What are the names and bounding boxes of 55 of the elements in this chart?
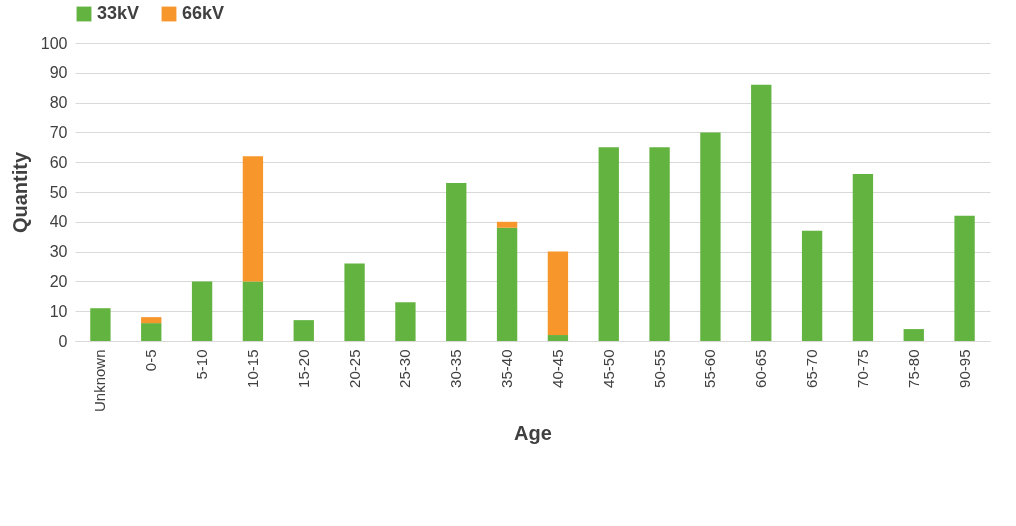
x-tick-label: Unknown (91, 349, 109, 413)
x-tick-label: 75-80 (904, 349, 922, 388)
bar (852, 174, 874, 341)
y-tick-label: 30 (49, 243, 68, 261)
bar (242, 281, 264, 341)
x-tick-label: 65-70 (803, 349, 821, 388)
x-tick-label: 45-50 (599, 349, 617, 388)
bar (141, 317, 162, 324)
bar (903, 329, 924, 341)
bar (700, 132, 721, 341)
y-tick-label: 20 (49, 272, 68, 290)
x-tick-label: 40-45 (548, 349, 566, 388)
bar (598, 147, 619, 341)
x-tick-label: 5-10 (193, 349, 211, 380)
bar (649, 147, 670, 341)
bar (496, 227, 518, 341)
x-tick-label: 90-95 (955, 349, 973, 388)
x-tick-label: 70-75 (853, 349, 871, 388)
bar (547, 335, 569, 341)
x-tick-label: 60-65 (752, 349, 770, 388)
bar (547, 251, 569, 336)
bar (90, 308, 111, 341)
bar (751, 84, 772, 341)
legend-label: 66kV (182, 3, 225, 23)
x-tick-label: 35-40 (498, 349, 516, 388)
y-tick-label: 10 (49, 302, 68, 320)
y-tick-label: 50 (49, 183, 68, 201)
bar (446, 183, 467, 341)
bar (191, 281, 213, 341)
bar (801, 230, 823, 341)
y-tick-label: 0 (58, 332, 68, 350)
x-axis-title: Age (514, 422, 552, 445)
bar (344, 263, 365, 341)
y-tick-label: 60 (49, 153, 68, 171)
x-tick-label: 15-20 (294, 349, 312, 388)
bar (395, 302, 416, 341)
x-tick-label: 50-55 (650, 349, 668, 388)
x-tick-label: 20-25 (345, 349, 363, 388)
x-tick-label: 10-15 (243, 349, 261, 388)
x-tick-label: 55-60 (701, 349, 719, 388)
legend-label: 33kV (97, 3, 140, 23)
bar (293, 320, 314, 341)
y-tick-label: 40 (49, 213, 68, 231)
y-tick-label: 70 (49, 123, 68, 141)
bar (954, 215, 975, 341)
bar (242, 156, 264, 282)
y-tick-label: 80 (49, 94, 68, 112)
y-tick-label: 100 (40, 34, 68, 52)
x-tick-label: 0-5 (142, 349, 160, 372)
y-tick-label: 90 (49, 64, 68, 82)
x-tick-label: 30-35 (447, 349, 465, 388)
bar (496, 221, 518, 228)
x-tick-label: 25-30 (396, 349, 414, 388)
y-axis-title: Quantity (8, 151, 31, 234)
bar (141, 323, 162, 341)
